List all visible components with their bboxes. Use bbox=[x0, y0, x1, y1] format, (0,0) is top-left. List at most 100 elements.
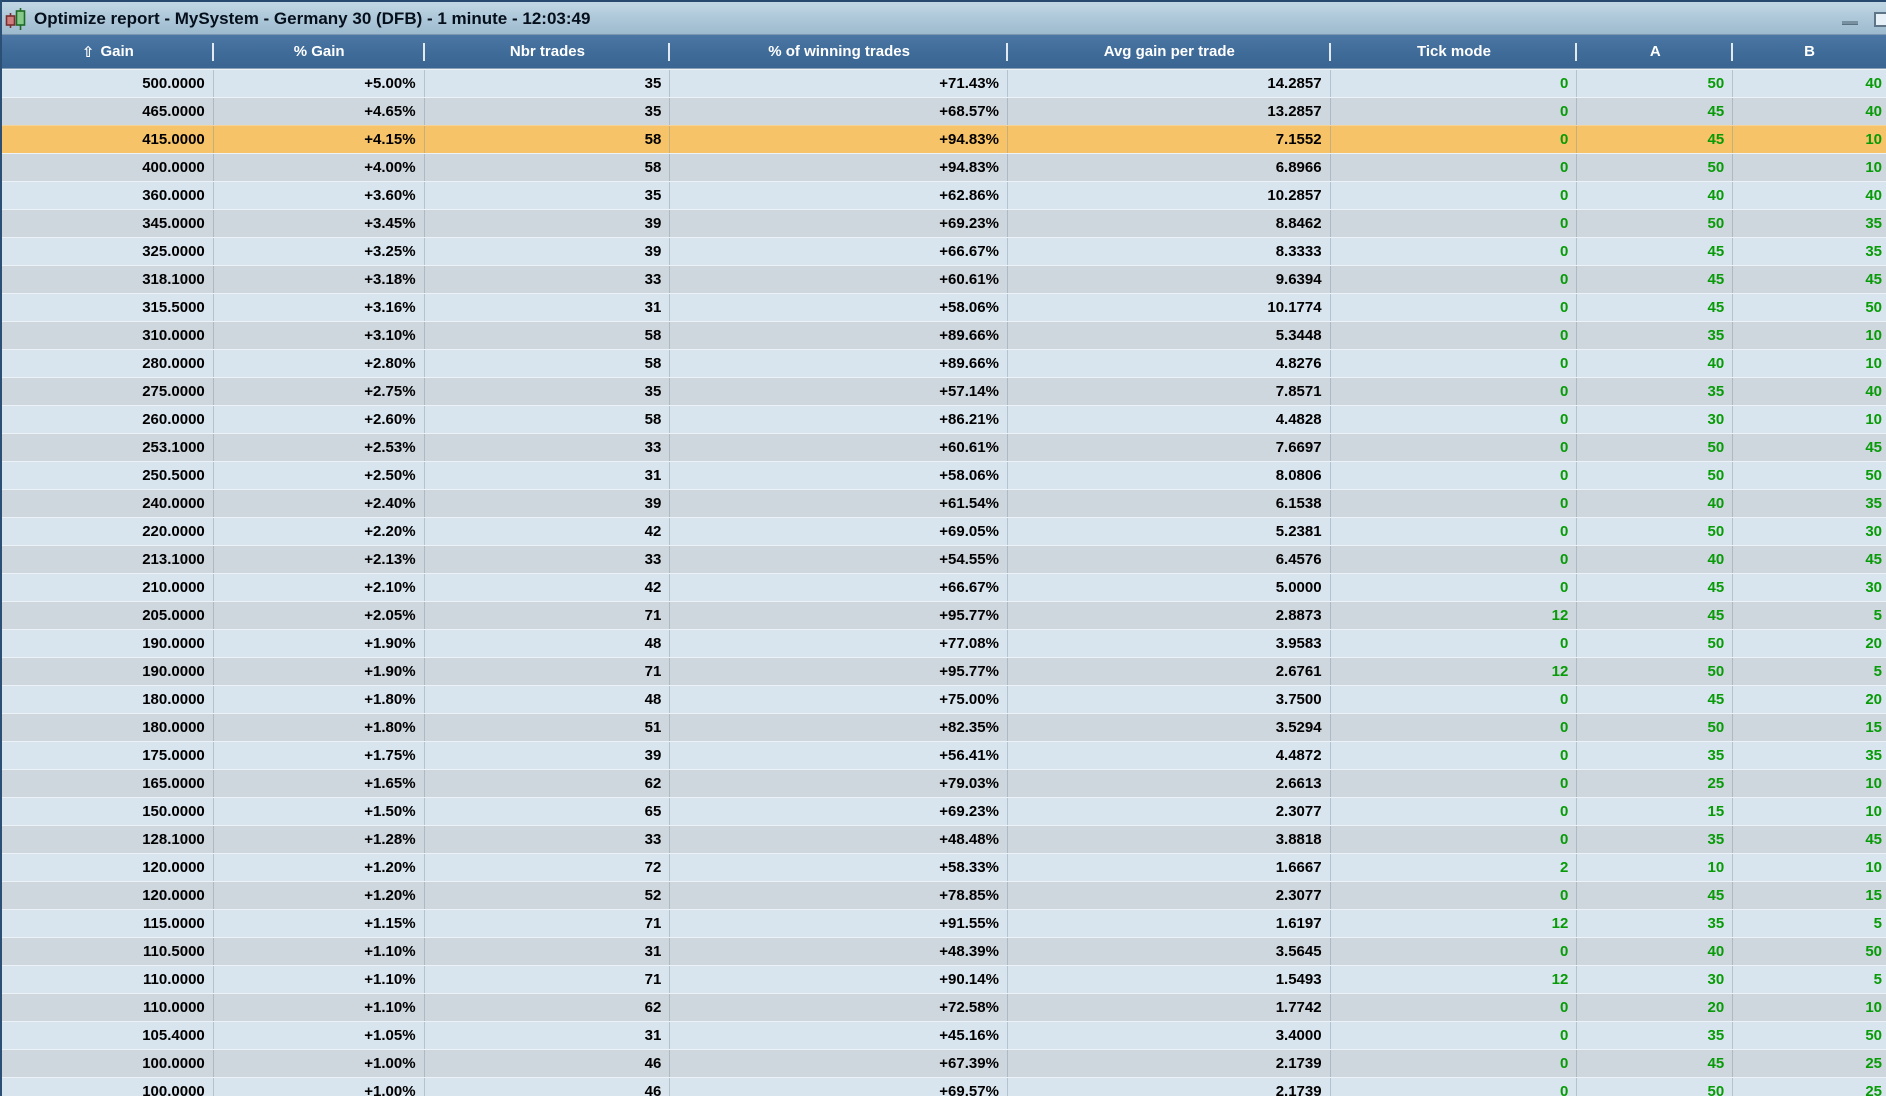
table-row[interactable]: 345.0000 +3.45% 39 +69.23% 8.8462 0 50 35 bbox=[2, 209, 1886, 237]
table-row[interactable]: 310.0000 +3.10% 58 +89.66% 5.3448 0 35 10 bbox=[2, 321, 1886, 349]
table-row[interactable]: 318.1000 +3.18% 33 +60.61% 9.6394 0 45 45 bbox=[2, 265, 1886, 293]
column-header-b[interactable]: B bbox=[1733, 35, 1886, 68]
cell-tick_mode: 0 bbox=[1331, 518, 1578, 545]
table-row[interactable]: 110.0000 +1.10% 71 +90.14% 1.5493 12 30 5 bbox=[2, 965, 1886, 993]
cell-avg_gain: 7.6697 bbox=[1008, 434, 1331, 461]
cell-gain: 360.0000 bbox=[2, 182, 214, 209]
table-row[interactable]: 360.0000 +3.60% 35 +62.86% 10.2857 0 40 40 bbox=[2, 181, 1886, 209]
cell-avg_gain: 2.1739 bbox=[1008, 1078, 1331, 1096]
table-row[interactable]: 180.0000 +1.80% 51 +82.35% 3.5294 0 50 15 bbox=[2, 713, 1886, 741]
results-table-body: 500.0000 +5.00% 35 +71.43% 14.2857 0 50 40 465.0… bbox=[2, 69, 1886, 1096]
column-header-avg_gain[interactable]: Avg gain per trade bbox=[1008, 35, 1331, 68]
cell-a: 35 bbox=[1577, 1022, 1734, 1049]
cell-tick_mode: 0 bbox=[1331, 770, 1578, 797]
table-row[interactable]: 213.1000 +2.13% 33 +54.55% 6.4576 0 40 45 bbox=[2, 545, 1886, 573]
cell-a: 45 bbox=[1577, 686, 1734, 713]
cell-nbr_trades: 39 bbox=[425, 490, 671, 517]
column-header-nbr_trades[interactable]: Nbr trades bbox=[425, 35, 671, 68]
cell-tick_mode: 0 bbox=[1331, 434, 1578, 461]
table-row[interactable]: 465.0000 +4.65% 35 +68.57% 13.2857 0 45 40 bbox=[2, 97, 1886, 125]
maximize-button[interactable] bbox=[1874, 12, 1886, 27]
cell-a: 50 bbox=[1577, 630, 1734, 657]
title-bar: Optimize report - MySystem - Germany 30 … bbox=[2, 0, 1886, 35]
cell-pct_gain: +4.65% bbox=[214, 98, 425, 125]
cell-a: 45 bbox=[1577, 882, 1734, 909]
cell-tick_mode: 12 bbox=[1331, 602, 1578, 629]
cell-pct_gain: +1.65% bbox=[214, 770, 425, 797]
table-row[interactable]: 190.0000 +1.90% 48 +77.08% 3.9583 0 50 20 bbox=[2, 629, 1886, 657]
table-row[interactable]: 150.0000 +1.50% 65 +69.23% 2.3077 0 15 10 bbox=[2, 797, 1886, 825]
column-header-pct_gain[interactable]: % Gain bbox=[214, 35, 425, 68]
table-row[interactable]: 120.0000 +1.20% 52 +78.85% 2.3077 0 45 15 bbox=[2, 881, 1886, 909]
cell-avg_gain: 7.1552 bbox=[1008, 126, 1331, 153]
table-row-selected[interactable]: 415.0000 +4.15% 58 +94.83% 7.1552 0 45 10 bbox=[2, 125, 1886, 153]
table-row[interactable]: 100.0000 +1.00% 46 +69.57% 2.1739 0 50 25 bbox=[2, 1077, 1886, 1096]
cell-tick_mode: 0 bbox=[1331, 686, 1578, 713]
table-row[interactable]: 210.0000 +2.10% 42 +66.67% 5.0000 0 45 30 bbox=[2, 573, 1886, 601]
cell-tick_mode: 0 bbox=[1331, 406, 1578, 433]
table-row[interactable]: 315.5000 +3.16% 31 +58.06% 10.1774 0 45 50 bbox=[2, 293, 1886, 321]
cell-avg_gain: 5.3448 bbox=[1008, 322, 1331, 349]
minimize-button[interactable] bbox=[1842, 21, 1858, 25]
column-header-gain[interactable]: ⇧ Gain bbox=[2, 35, 214, 68]
cell-pct_winning: +66.67% bbox=[670, 574, 1008, 601]
cell-pct_gain: +1.15% bbox=[214, 910, 425, 937]
cell-gain: 310.0000 bbox=[2, 322, 214, 349]
cell-avg_gain: 3.8818 bbox=[1008, 826, 1331, 853]
column-header-tick_mode[interactable]: Tick mode bbox=[1331, 35, 1578, 68]
cell-a: 45 bbox=[1577, 294, 1734, 321]
table-row[interactable]: 280.0000 +2.80% 58 +89.66% 4.8276 0 40 10 bbox=[2, 349, 1886, 377]
table-row[interactable]: 165.0000 +1.65% 62 +79.03% 2.6613 0 25 10 bbox=[2, 769, 1886, 797]
cell-pct_gain: +1.80% bbox=[214, 686, 425, 713]
cell-gain: 205.0000 bbox=[2, 602, 214, 629]
table-row[interactable]: 100.0000 +1.00% 46 +67.39% 2.1739 0 45 25 bbox=[2, 1049, 1886, 1077]
table-row[interactable]: 205.0000 +2.05% 71 +95.77% 2.8873 12 45 5 bbox=[2, 601, 1886, 629]
table-row[interactable]: 253.1000 +2.53% 33 +60.61% 7.6697 0 50 45 bbox=[2, 433, 1886, 461]
table-row[interactable]: 260.0000 +2.60% 58 +86.21% 4.4828 0 30 10 bbox=[2, 405, 1886, 433]
table-row[interactable]: 275.0000 +2.75% 35 +57.14% 7.8571 0 35 40 bbox=[2, 377, 1886, 405]
cell-nbr_trades: 52 bbox=[425, 882, 671, 909]
cell-gain: 250.5000 bbox=[2, 462, 214, 489]
table-row[interactable]: 180.0000 +1.80% 48 +75.00% 3.7500 0 45 20 bbox=[2, 685, 1886, 713]
cell-avg_gain: 1.7742 bbox=[1008, 994, 1331, 1021]
cell-gain: 213.1000 bbox=[2, 546, 214, 573]
column-header-pct_winning[interactable]: % of winning trades bbox=[670, 35, 1008, 68]
cell-nbr_trades: 33 bbox=[425, 434, 671, 461]
cell-pct_gain: +1.00% bbox=[214, 1050, 425, 1077]
table-row[interactable]: 325.0000 +3.25% 39 +66.67% 8.3333 0 45 35 bbox=[2, 237, 1886, 265]
table-row[interactable]: 115.0000 +1.15% 71 +91.55% 1.6197 12 35 5 bbox=[2, 909, 1886, 937]
table-row[interactable]: 250.5000 +2.50% 31 +58.06% 8.0806 0 50 50 bbox=[2, 461, 1886, 489]
table-row[interactable]: 175.0000 +1.75% 39 +56.41% 4.4872 0 35 35 bbox=[2, 741, 1886, 769]
table-row[interactable]: 110.5000 +1.10% 31 +48.39% 3.5645 0 40 50 bbox=[2, 937, 1886, 965]
cell-avg_gain: 14.2857 bbox=[1008, 70, 1331, 97]
table-row[interactable]: 110.0000 +1.10% 62 +72.58% 1.7742 0 20 10 bbox=[2, 993, 1886, 1021]
table-row[interactable]: 120.0000 +1.20% 72 +58.33% 1.6667 2 10 10 bbox=[2, 853, 1886, 881]
column-header-a[interactable]: A bbox=[1577, 35, 1733, 68]
table-row[interactable]: 105.4000 +1.05% 31 +45.16% 3.4000 0 35 50 bbox=[2, 1021, 1886, 1049]
cell-a: 45 bbox=[1577, 602, 1734, 629]
cell-avg_gain: 6.1538 bbox=[1008, 490, 1331, 517]
cell-pct_winning: +95.77% bbox=[670, 658, 1008, 685]
table-row[interactable]: 500.0000 +5.00% 35 +71.43% 14.2857 0 50 40 bbox=[2, 69, 1886, 97]
cell-gain: 465.0000 bbox=[2, 98, 214, 125]
cell-tick_mode: 0 bbox=[1331, 994, 1578, 1021]
table-row[interactable]: 220.0000 +2.20% 42 +69.05% 5.2381 0 50 30 bbox=[2, 517, 1886, 545]
cell-pct_winning: +69.23% bbox=[670, 798, 1008, 825]
table-row[interactable]: 240.0000 +2.40% 39 +61.54% 6.1538 0 40 35 bbox=[2, 489, 1886, 517]
cell-pct_winning: +75.00% bbox=[670, 686, 1008, 713]
table-row[interactable]: 190.0000 +1.90% 71 +95.77% 2.6761 12 50 5 bbox=[2, 657, 1886, 685]
cell-pct_gain: +1.10% bbox=[214, 938, 425, 965]
cell-avg_gain: 6.8966 bbox=[1008, 154, 1331, 181]
cell-pct_winning: +69.23% bbox=[670, 210, 1008, 237]
cell-tick_mode: 2 bbox=[1331, 854, 1578, 881]
cell-gain: 120.0000 bbox=[2, 854, 214, 881]
cell-gain: 240.0000 bbox=[2, 490, 214, 517]
cell-gain: 253.1000 bbox=[2, 434, 214, 461]
cell-b: 15 bbox=[1865, 887, 1883, 904]
cell-pct_winning: +56.41% bbox=[670, 742, 1008, 769]
cell-avg_gain: 1.6197 bbox=[1008, 910, 1331, 937]
cell-avg_gain: 7.8571 bbox=[1008, 378, 1331, 405]
cell-pct_gain: +1.10% bbox=[214, 966, 425, 993]
table-row[interactable]: 400.0000 +4.00% 58 +94.83% 6.8966 0 50 10 bbox=[2, 153, 1886, 181]
table-row[interactable]: 128.1000 +1.28% 33 +48.48% 3.8818 0 35 45 bbox=[2, 825, 1886, 853]
